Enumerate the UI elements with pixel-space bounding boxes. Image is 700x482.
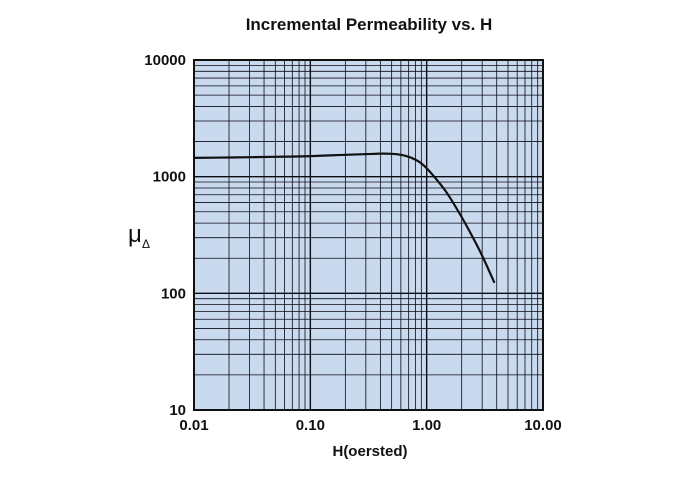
y-axis-label-main: μ <box>128 221 142 248</box>
grid-lines <box>194 60 543 410</box>
plot-frame <box>193 59 544 411</box>
tick-labels: 0.01 0.10 1.00 10.00 10 100 1000 10000 <box>144 52 561 434</box>
y-tick-label: 100 <box>161 285 186 302</box>
y-axis-label-subscript: Δ <box>142 237 150 251</box>
y-tick-label: 1000 <box>153 169 186 186</box>
plot-area <box>194 60 543 410</box>
y-axis-label: μ Δ <box>128 221 150 251</box>
x-axis-label: H(oersted) <box>332 443 407 460</box>
x-tick-label: 0.10 <box>296 417 325 434</box>
x-tick-label: 10.00 <box>524 417 562 434</box>
x-tick-label: 1.00 <box>412 417 441 434</box>
chart-title: Incremental Permeability vs. H <box>246 15 493 34</box>
y-tick-label: 10000 <box>144 52 186 69</box>
series-line <box>192 152 496 284</box>
x-tick-label: 0.01 <box>179 417 208 434</box>
y-tick-label: 10 <box>169 402 186 419</box>
